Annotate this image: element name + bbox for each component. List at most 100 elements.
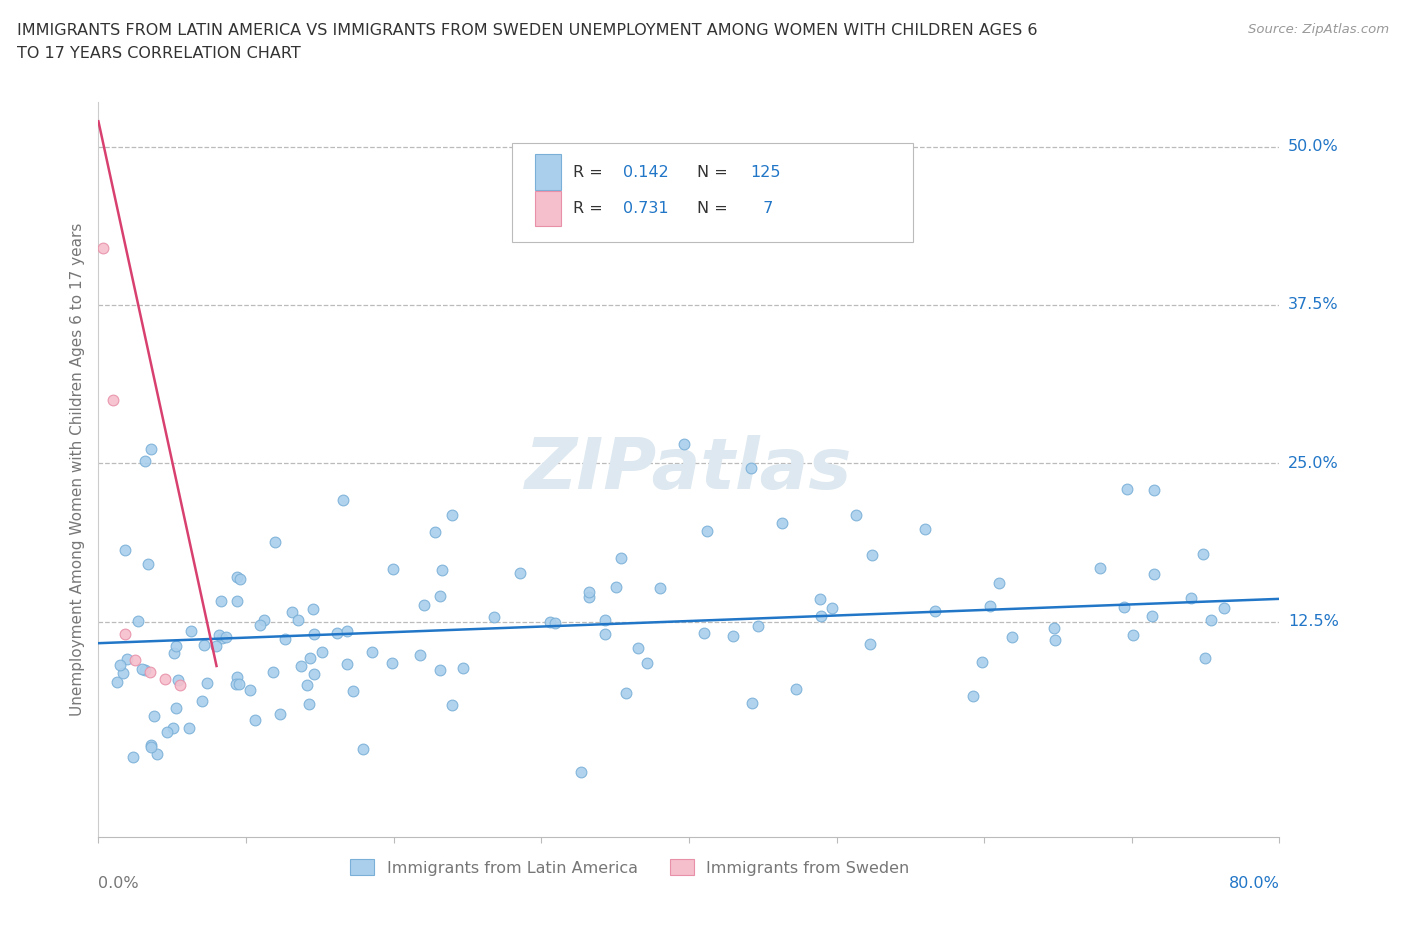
Point [103, 392, 125, 407]
Point [1140, 609, 1163, 624]
Point [569, 764, 592, 779]
Point [226, 569, 249, 584]
Point [1001, 630, 1024, 644]
Point [166, 672, 188, 687]
Point [429, 663, 451, 678]
Point [131, 662, 153, 677]
Point [1194, 651, 1216, 666]
Point [636, 656, 658, 671]
Point [970, 655, 993, 670]
Point [139, 665, 162, 680]
Point [215, 630, 238, 644]
Point [139, 737, 162, 752]
Text: 0.731: 0.731 [623, 201, 668, 217]
Point [243, 712, 266, 727]
Point [1042, 621, 1064, 636]
Text: 80.0%: 80.0% [1229, 876, 1279, 891]
Text: 0.0%: 0.0% [98, 876, 139, 891]
Point [1143, 482, 1166, 497]
Point [332, 492, 354, 507]
Point [988, 576, 1011, 591]
Point [269, 706, 291, 721]
Point [191, 694, 214, 709]
Point [1201, 613, 1223, 628]
Point [360, 644, 382, 659]
Point [605, 579, 627, 594]
Point [127, 613, 149, 628]
Point [1180, 590, 1202, 604]
Bar [536, 192, 561, 227]
Point [1088, 560, 1111, 575]
Point [962, 689, 984, 704]
Point [139, 442, 162, 457]
Text: Source: ZipAtlas.com: Source: ZipAtlas.com [1249, 23, 1389, 36]
Point [979, 599, 1001, 614]
Point [696, 524, 718, 538]
Point [165, 638, 187, 653]
Point [412, 597, 434, 612]
Point [134, 454, 156, 469]
Point [197, 675, 219, 690]
Text: N =: N = [697, 201, 728, 217]
Point [91, 241, 114, 256]
Point [124, 652, 146, 667]
Point [301, 602, 323, 617]
Point [1213, 601, 1236, 616]
Point [723, 629, 745, 644]
Point [924, 603, 946, 618]
Point [860, 548, 883, 563]
Point [281, 605, 304, 620]
Point [325, 625, 347, 640]
Point [110, 658, 132, 672]
Point [381, 656, 404, 671]
Text: 50.0%: 50.0% [1288, 140, 1339, 154]
Point [648, 581, 671, 596]
Point [593, 626, 616, 641]
Point [239, 683, 262, 698]
Point [297, 678, 319, 693]
Point [249, 618, 271, 632]
Point [741, 696, 763, 711]
Point [1143, 567, 1166, 582]
Point [169, 678, 191, 693]
Point [409, 648, 432, 663]
Text: 12.5%: 12.5% [1288, 614, 1339, 630]
Text: 0.142: 0.142 [623, 165, 668, 179]
Point [115, 652, 138, 667]
Point [302, 627, 325, 642]
Text: ZIPatlas: ZIPatlas [526, 435, 852, 504]
Point [253, 612, 276, 627]
Point [153, 671, 176, 686]
Point [111, 666, 134, 681]
Text: TO 17 YEARS CORRELATION CHART: TO 17 YEARS CORRELATION CHART [17, 46, 301, 61]
Point [138, 556, 160, 571]
Point [808, 591, 831, 606]
Point [262, 664, 284, 679]
Point [1045, 632, 1067, 647]
Point [225, 594, 247, 609]
Point [143, 708, 166, 723]
Point [423, 525, 446, 539]
Text: 125: 125 [751, 165, 780, 179]
FancyBboxPatch shape [512, 142, 914, 242]
Point [146, 747, 169, 762]
Point [482, 609, 505, 624]
Point [298, 697, 321, 711]
Point [311, 644, 333, 659]
Point [1122, 628, 1144, 643]
Point [627, 640, 650, 655]
Point [352, 741, 374, 756]
Point [1112, 599, 1135, 614]
Point [180, 623, 202, 638]
Point [193, 638, 215, 653]
Point [226, 670, 249, 684]
Point [162, 645, 184, 660]
Point [274, 632, 297, 647]
Point [1192, 547, 1215, 562]
Point [211, 631, 233, 646]
Point [342, 684, 364, 698]
Point [264, 535, 287, 550]
Point [692, 626, 714, 641]
Point [225, 677, 247, 692]
Point [134, 662, 156, 677]
